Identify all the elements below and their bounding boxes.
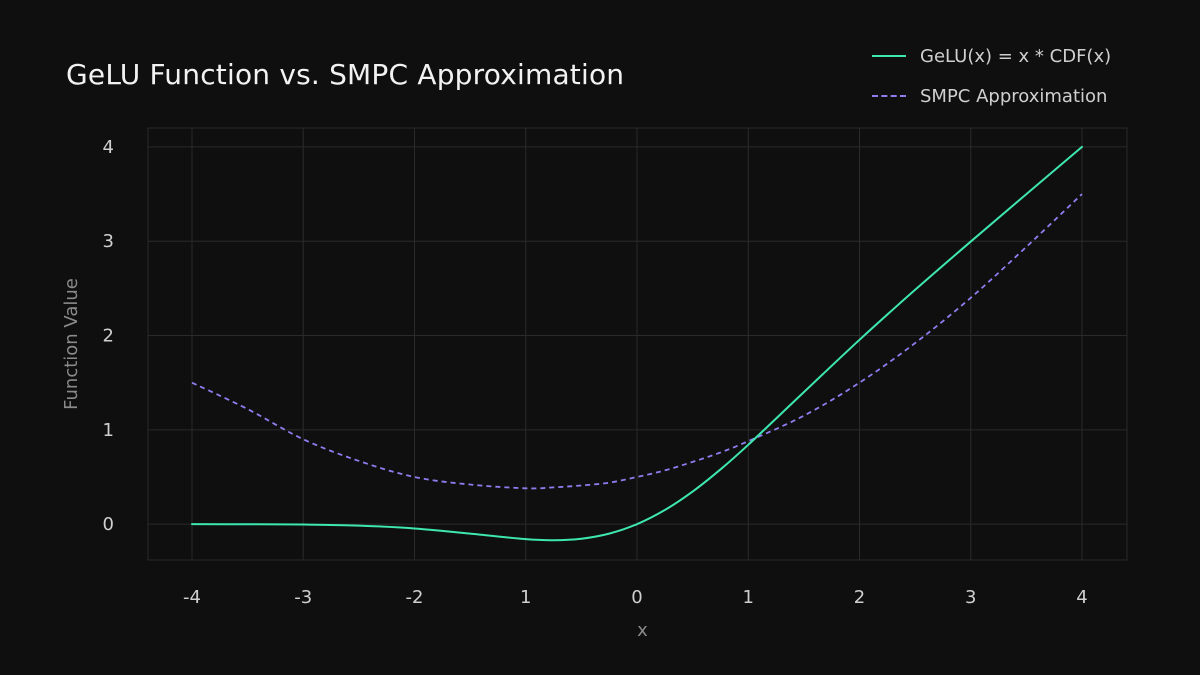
x-tick-label: 3 [965,587,976,608]
chart-svg: -4 -3 -2 1 0 1 2 3 4 0 1 2 3 4 x Function Value [0,0,1200,675]
y-axis-label: Function Value [61,278,82,410]
x-tick-label: -3 [294,587,312,608]
x-axis-label: x [637,620,648,641]
y-tick-label: 4 [103,137,114,158]
x-tick-label: 2 [854,587,865,608]
x-tick-label: 1 [743,587,754,608]
x-tick-label: 0 [631,587,642,608]
y-tick-label: 0 [103,514,114,535]
grid-group [148,128,1127,560]
y-tick-label: 1 [103,420,114,441]
chart-root: GeLU Function vs. SMPC Approximation GeL… [0,0,1200,675]
y-tick-label: 3 [103,231,114,252]
x-tick-label: -2 [406,587,424,608]
x-tick-label: -4 [183,587,201,608]
x-tick-label: 4 [1076,587,1087,608]
y-tick-label: 2 [103,326,114,347]
x-tick-label: 1 [520,587,531,608]
